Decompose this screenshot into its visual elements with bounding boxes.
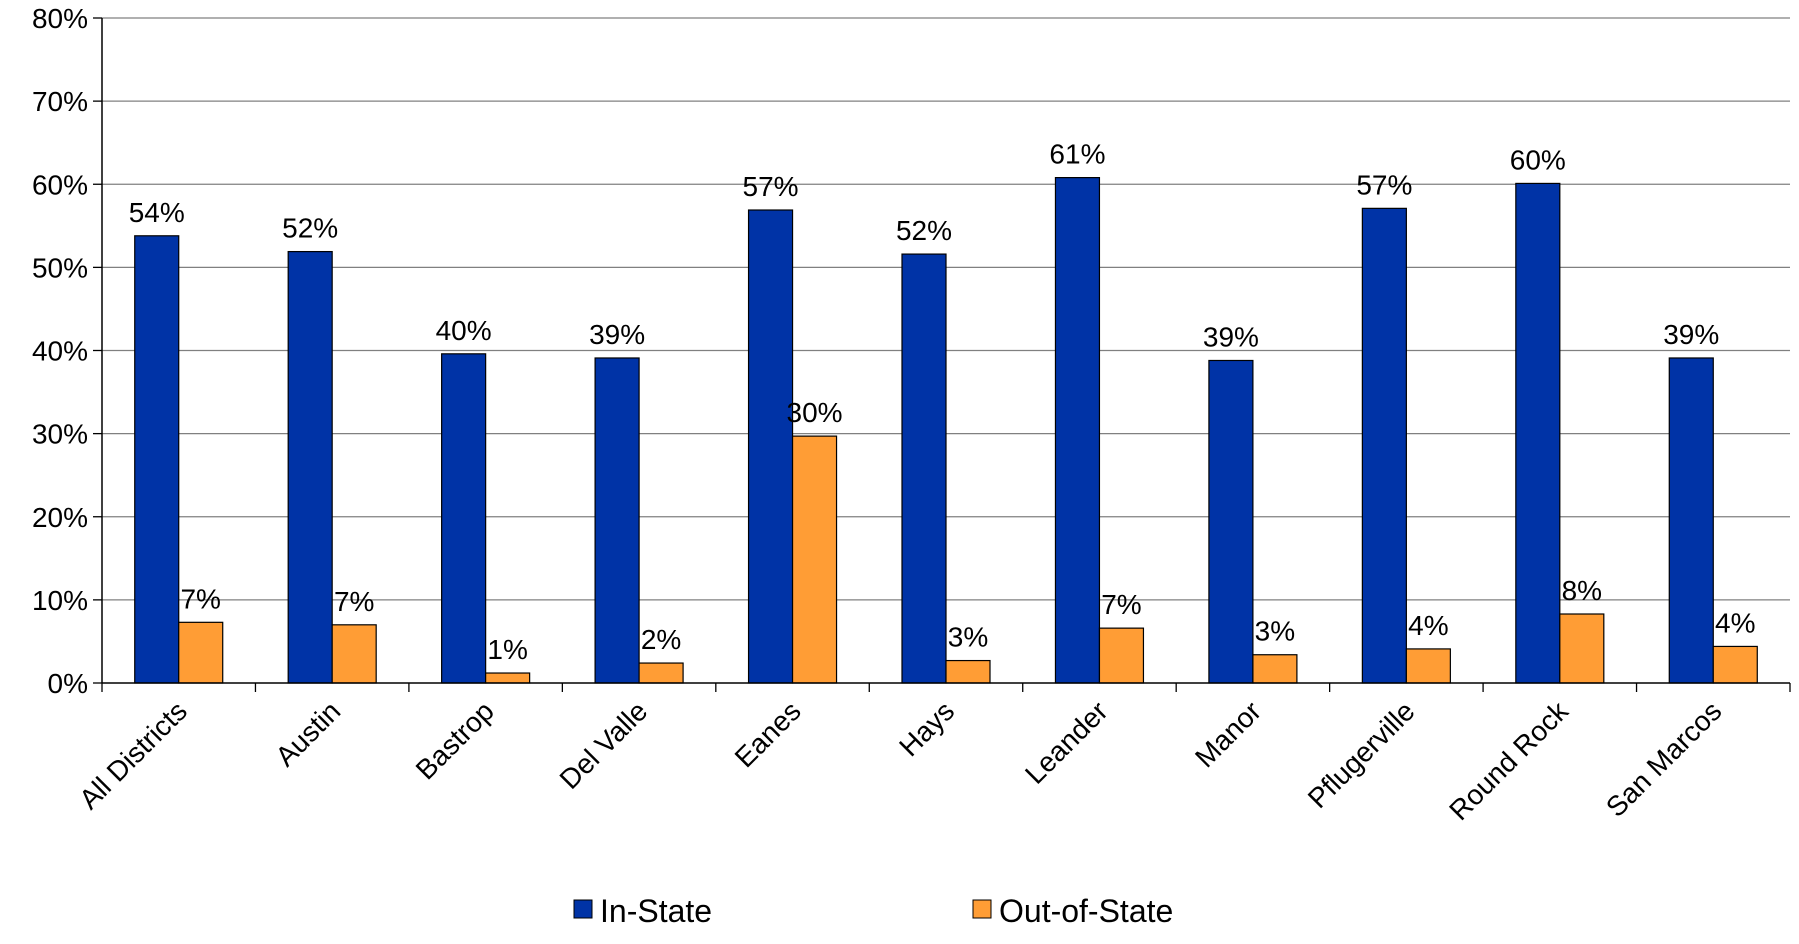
legend-label: In-State — [600, 893, 712, 929]
bar-in-state — [747, 209, 794, 684]
data-label: 52% — [282, 213, 338, 244]
bar-out-of-state — [791, 435, 838, 684]
bar-out-of-state — [1252, 654, 1298, 684]
x-category-label: Bastrop — [410, 695, 500, 785]
data-label: 39% — [1663, 319, 1719, 350]
y-tick-label: 0% — [48, 668, 88, 699]
data-label: 4% — [1715, 607, 1755, 638]
bar-in-state — [134, 235, 180, 684]
bar-in-state — [901, 253, 947, 684]
x-category-label: Del Valle — [554, 695, 654, 795]
data-label: 7% — [334, 586, 374, 617]
bar-out-of-state — [638, 662, 684, 684]
data-label: 3% — [948, 622, 988, 653]
data-label: 2% — [641, 624, 681, 655]
data-label: 4% — [1408, 610, 1448, 641]
bar-in-state — [1668, 357, 1714, 684]
data-label: 1% — [487, 634, 527, 665]
data-label: 3% — [1255, 616, 1295, 647]
bar-out-of-state — [1098, 627, 1145, 684]
bar-out-of-state — [485, 672, 531, 684]
y-tick-label: 50% — [32, 252, 88, 283]
data-labels: 54% 7% 52% 7% 40% 1% 39% 2% 57% 30% 52% 3% 61% 7% 39% 3… — [129, 139, 1756, 665]
x-category-label: Leander — [1019, 695, 1114, 790]
bar-in-state — [441, 353, 487, 684]
x-category-label: Pflugerville — [1302, 695, 1421, 814]
bar-out-of-state — [1559, 613, 1605, 684]
x-category-label: Eanes — [729, 695, 807, 773]
bar-in-state — [1515, 182, 1561, 684]
data-label: 57% — [1356, 169, 1412, 200]
data-label: 54% — [129, 197, 185, 228]
y-tick-label: 40% — [32, 336, 88, 367]
data-label: 61% — [1049, 139, 1105, 170]
x-category-label: All Districts — [73, 695, 193, 815]
y-axis-tick-labels: 0% 10% 20% 30% 40% 50% 60% 70% 80% — [32, 3, 88, 699]
bars — [134, 177, 1758, 684]
legend: In-State Out-of-State — [573, 893, 1173, 929]
data-label: 39% — [1203, 321, 1259, 352]
legend-swatch — [573, 899, 593, 919]
x-category-label: Round Rock — [1443, 695, 1575, 827]
bar-in-state — [1361, 207, 1407, 684]
data-label: 52% — [896, 215, 952, 246]
bar-in-state — [1054, 177, 1101, 684]
data-label: 8% — [1562, 575, 1602, 606]
legend-swatch — [972, 899, 992, 919]
y-tick-label: 60% — [32, 169, 88, 200]
y-tick-label: 80% — [32, 3, 88, 34]
bar-out-of-state — [945, 659, 991, 684]
data-label: 7% — [1101, 589, 1141, 620]
x-category-label: Manor — [1189, 695, 1267, 773]
bar-out-of-state — [331, 624, 377, 684]
x-category-label: Hays — [893, 695, 960, 762]
x-axis-category-labels: All Districts Austin Bastrop Del Valle Eanes… — [73, 695, 1727, 827]
data-label: 7% — [180, 583, 220, 614]
bar-in-state — [1208, 359, 1254, 684]
bar-in-state — [594, 357, 640, 684]
bar-out-of-state — [178, 621, 224, 684]
legend-label: Out-of-State — [999, 893, 1173, 929]
bar-out-of-state — [1405, 648, 1451, 684]
data-label: 40% — [436, 315, 492, 346]
axes — [93, 17, 1791, 692]
bar-out-of-state — [1712, 645, 1758, 684]
y-tick-label: 30% — [32, 419, 88, 450]
y-tick-label: 70% — [32, 86, 88, 117]
data-label: 57% — [743, 171, 799, 202]
bar-in-state — [287, 250, 333, 684]
data-label: 39% — [589, 319, 645, 350]
x-category-label: San Marcos — [1600, 695, 1728, 823]
data-label: 60% — [1510, 144, 1566, 175]
y-tick-label: 20% — [32, 502, 88, 533]
x-category-label: Austin — [269, 695, 346, 772]
data-label: 30% — [787, 397, 843, 428]
y-tick-label: 10% — [32, 585, 88, 616]
